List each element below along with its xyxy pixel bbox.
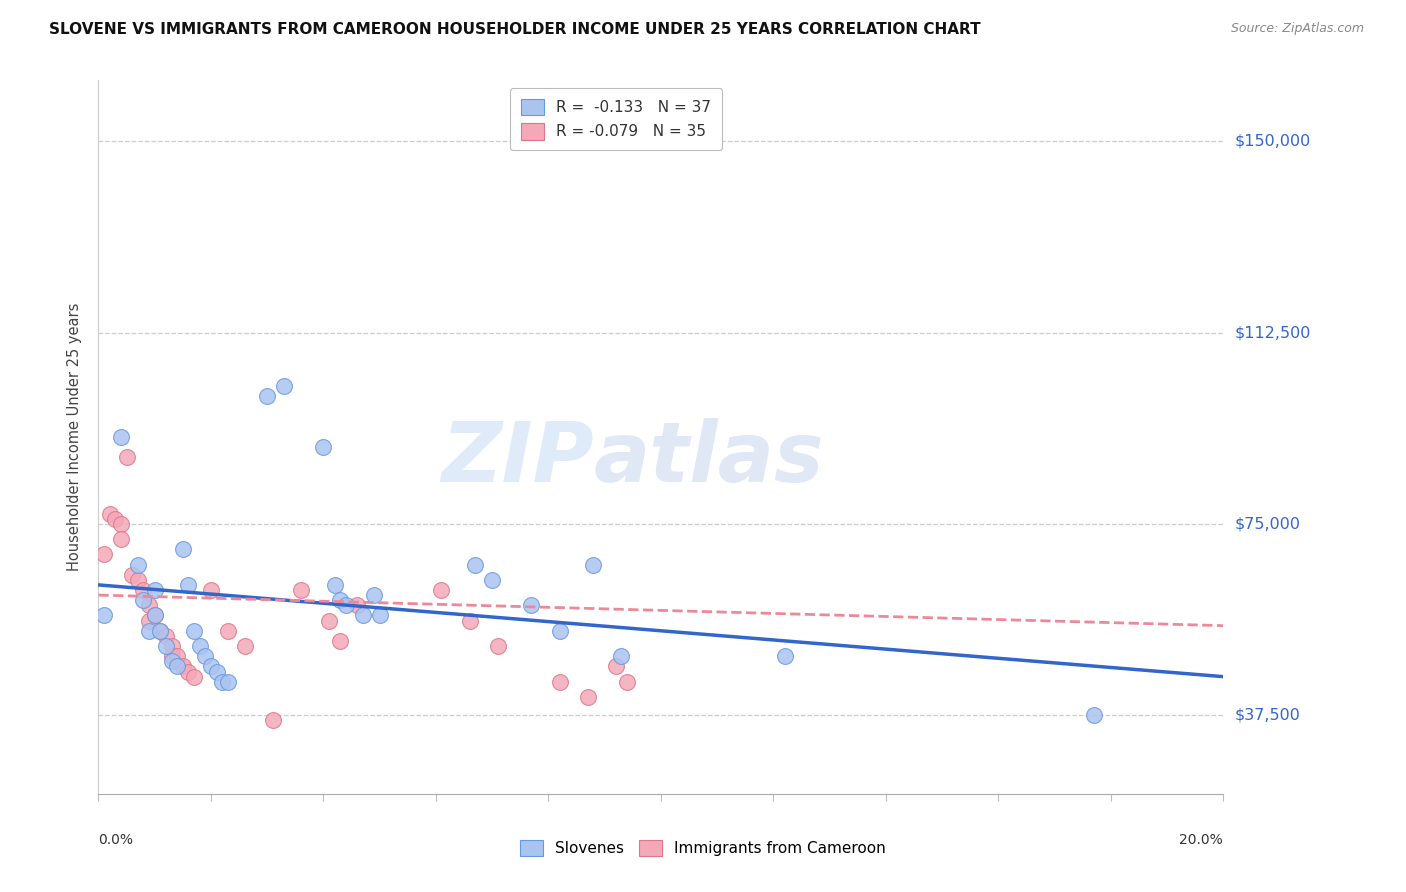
Text: ZIP: ZIP [440, 418, 593, 499]
Point [160, 654, 183, 668]
Point [98, 507, 121, 521]
Point [616, 674, 638, 689]
Point [115, 450, 138, 465]
Text: atlas: atlas [593, 418, 824, 499]
Text: SLOVENE VS IMMIGRANTS FROM CAMEROON HOUSEHOLDER INCOME UNDER 25 YEARS CORRELATIO: SLOVENE VS IMMIGRANTS FROM CAMEROON HOUS… [49, 22, 981, 37]
Point [200, 659, 222, 673]
Point [149, 624, 172, 638]
Point [520, 599, 543, 613]
Point [262, 713, 284, 727]
Point [183, 670, 205, 684]
Point [329, 634, 352, 648]
Point [110, 430, 132, 444]
Legend: Slovenes, Immigrants from Cameroon: Slovenes, Immigrants from Cameroon [513, 834, 893, 862]
Point [200, 582, 222, 597]
Point [155, 639, 177, 653]
Point [290, 582, 312, 597]
Point [335, 599, 357, 613]
Point [346, 599, 368, 613]
Text: $112,500: $112,500 [1234, 325, 1310, 340]
Point [183, 624, 205, 638]
Point [172, 659, 194, 673]
Legend: R =  -0.133   N = 37, R = -0.079   N = 35: R = -0.133 N = 37, R = -0.079 N = 35 [510, 88, 721, 150]
Point [132, 593, 155, 607]
Point [256, 389, 278, 403]
Point [138, 624, 160, 638]
Point [121, 567, 143, 582]
Point [143, 608, 166, 623]
Y-axis label: Householder Income Under 25 years: Householder Income Under 25 years [67, 303, 83, 571]
Point [205, 665, 228, 679]
Point [93, 547, 115, 561]
Point [93, 608, 115, 623]
Point [138, 599, 160, 613]
Point [143, 608, 166, 623]
Point [576, 690, 599, 704]
Point [1083, 707, 1105, 722]
Point [143, 582, 166, 597]
Point [217, 624, 239, 638]
Point [127, 558, 149, 572]
Point [329, 593, 352, 607]
Point [110, 516, 132, 531]
Point [548, 674, 571, 689]
Point [188, 639, 211, 653]
Point [160, 639, 183, 653]
Point [430, 582, 453, 597]
Point [160, 649, 183, 664]
Text: $37,500: $37,500 [1234, 707, 1301, 723]
Point [464, 558, 486, 572]
Point [773, 649, 796, 664]
Point [217, 674, 239, 689]
Point [352, 608, 374, 623]
Point [110, 532, 132, 546]
Text: 20.0%: 20.0% [1180, 833, 1223, 847]
Point [368, 608, 391, 623]
Point [458, 614, 481, 628]
Point [233, 639, 256, 653]
Text: 0.0%: 0.0% [98, 833, 134, 847]
Point [149, 624, 172, 638]
Point [548, 624, 571, 638]
Point [273, 379, 295, 393]
Point [610, 649, 633, 664]
Point [582, 558, 605, 572]
Point [172, 542, 194, 557]
Point [211, 674, 233, 689]
Point [155, 629, 177, 643]
Text: $150,000: $150,000 [1234, 134, 1310, 149]
Point [605, 659, 627, 673]
Point [323, 578, 346, 592]
Point [363, 588, 385, 602]
Point [166, 649, 188, 664]
Point [138, 614, 160, 628]
Point [481, 573, 503, 587]
Point [166, 659, 188, 673]
Point [132, 582, 155, 597]
Text: Source: ZipAtlas.com: Source: ZipAtlas.com [1230, 22, 1364, 36]
Point [104, 511, 127, 525]
Point [194, 649, 217, 664]
Point [486, 639, 509, 653]
Point [312, 440, 335, 454]
Point [127, 573, 149, 587]
Point [318, 614, 340, 628]
Point [177, 665, 200, 679]
Point [177, 578, 200, 592]
Text: $75,000: $75,000 [1234, 516, 1301, 532]
